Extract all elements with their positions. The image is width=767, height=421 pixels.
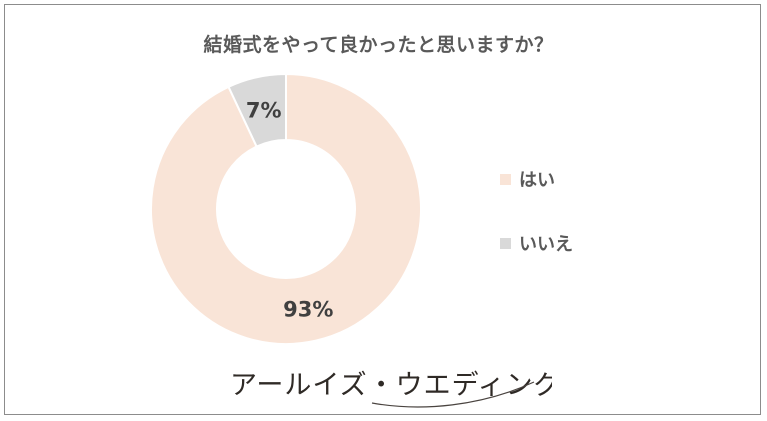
legend-item-no: いいえ [500,230,573,256]
legend: はい いいえ [500,166,573,294]
data-labels: 93% 7% [246,98,333,321]
chart-title: 結婚式をやって良かったと思いますか？ [203,34,554,56]
brand-logo-text: アールイズ・ウエディング [230,370,552,401]
brand-flourish-icon [371,381,535,408]
legend-label-no: いいえ [519,234,573,255]
legend-label-yes: はい [519,170,555,191]
slice-no [227,72,287,148]
donut-slices [150,72,422,345]
data-label-yes: 93% [283,298,333,322]
legend-swatch-yes [500,173,511,185]
legend-swatch-no [500,237,511,249]
brand-logo: アールイズ・ウエディング [230,370,552,408]
legend-item-yes: はい [500,166,573,192]
slice-yes [150,72,422,345]
data-label-no: 7% [246,98,282,122]
